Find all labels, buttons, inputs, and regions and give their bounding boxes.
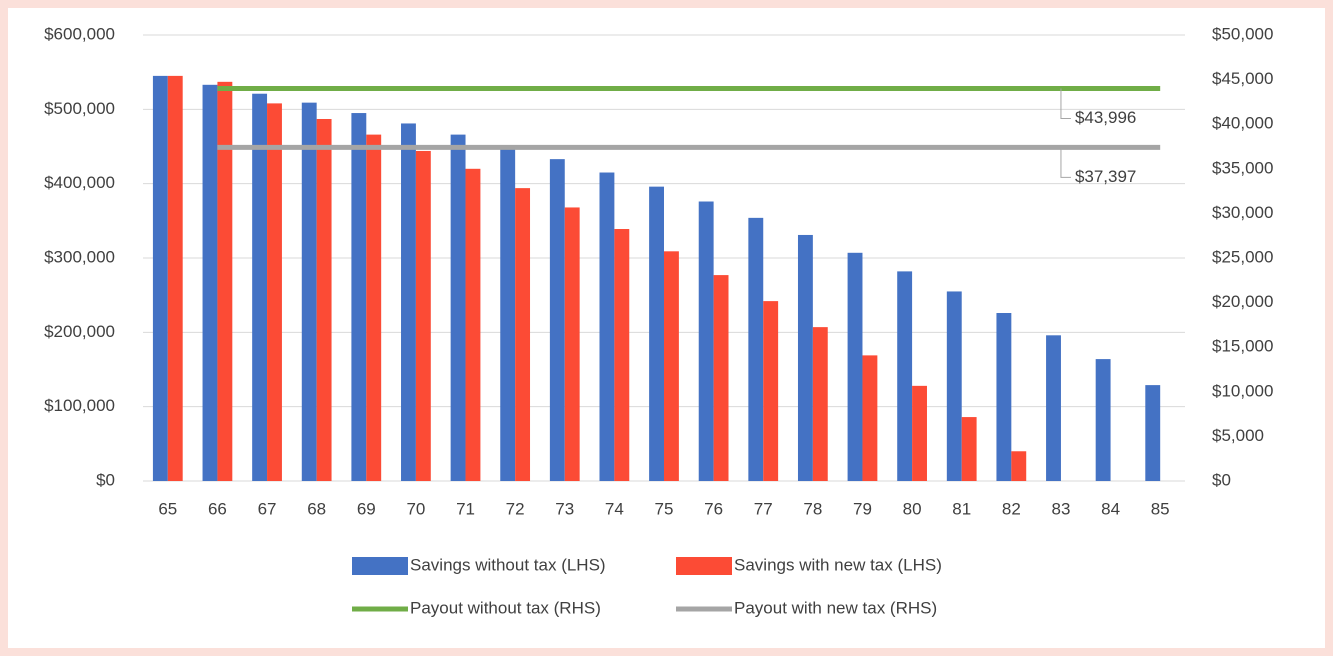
bar — [698, 201, 714, 482]
x-tick-label: 66 — [208, 499, 227, 518]
y2-tick-label: $0 — [1212, 470, 1231, 489]
bar — [599, 172, 615, 481]
bar — [564, 207, 580, 481]
x-tick-label: 69 — [357, 499, 376, 518]
x-tick-label: 82 — [1002, 499, 1021, 518]
x-tick-label: 65 — [158, 499, 177, 518]
bar — [549, 159, 565, 482]
x-tick-label: 77 — [754, 499, 773, 518]
bar — [252, 93, 268, 482]
bar — [316, 118, 332, 481]
legend-label: Payout with new tax (RHS) — [734, 598, 937, 617]
y-tick-label: $300,000 — [44, 247, 115, 266]
bar — [713, 275, 729, 481]
bar — [763, 301, 779, 481]
bar — [1095, 359, 1111, 481]
bar — [366, 134, 382, 481]
bar — [748, 217, 764, 482]
bar — [515, 188, 531, 482]
x-tick-label: 85 — [1151, 499, 1170, 518]
leader-line — [1060, 88, 1071, 120]
y2-tick-label: $40,000 — [1212, 114, 1273, 133]
bar — [465, 168, 481, 482]
x-tick-label: 71 — [456, 499, 475, 518]
bar — [996, 313, 1012, 481]
x-tick-label: 79 — [853, 499, 872, 518]
y-tick-label: $100,000 — [44, 396, 115, 415]
y2-tick-label: $15,000 — [1212, 337, 1273, 356]
leader-line — [1060, 147, 1071, 178]
y-tick-label: $0 — [96, 470, 115, 489]
y-tick-label: $500,000 — [44, 99, 115, 118]
y2-tick-label: $10,000 — [1212, 381, 1273, 400]
bar — [812, 327, 828, 481]
y2-tick-label: $50,000 — [1212, 24, 1273, 43]
bar — [797, 234, 813, 481]
x-tick-label: 80 — [903, 499, 922, 518]
bar — [500, 146, 516, 481]
y2-tick-label: $45,000 — [1212, 69, 1273, 88]
legend-label: Savings with new tax (LHS) — [734, 555, 942, 574]
x-tick-label: 67 — [258, 499, 277, 518]
x-tick-label: 74 — [605, 499, 624, 518]
bar — [301, 102, 317, 481]
y2-tick-label: $35,000 — [1212, 158, 1273, 177]
bar — [1145, 385, 1161, 481]
x-tick-label: 81 — [952, 499, 971, 518]
bar — [664, 251, 679, 481]
bar — [649, 186, 664, 481]
x-tick-label: 78 — [803, 499, 822, 518]
legend-label: Savings without tax (LHS) — [410, 555, 606, 574]
x-tick-label: 72 — [506, 499, 525, 518]
x-tick-label: 68 — [307, 499, 326, 518]
legend-label: Payout without tax (RHS) — [410, 598, 601, 617]
data-label: $43,996 — [1075, 108, 1136, 127]
bar — [267, 103, 282, 482]
bar — [897, 271, 913, 481]
y-tick-label: $600,000 — [44, 24, 115, 43]
bar — [1046, 335, 1061, 481]
y-tick-label: $200,000 — [44, 322, 115, 341]
bar — [1011, 451, 1027, 481]
y2-tick-label: $30,000 — [1212, 203, 1273, 222]
x-tick-label: 73 — [555, 499, 574, 518]
bar — [961, 417, 977, 481]
bar — [401, 123, 416, 481]
bar — [202, 84, 218, 481]
bar — [152, 75, 168, 481]
x-tick-label: 84 — [1101, 499, 1120, 518]
data-label: $37,397 — [1075, 167, 1136, 186]
bar — [912, 385, 927, 481]
bar — [450, 134, 466, 481]
bar — [847, 252, 863, 481]
x-tick-label: 75 — [655, 499, 674, 518]
bar — [862, 355, 878, 481]
bar — [217, 81, 233, 481]
x-tick-label: 70 — [406, 499, 425, 518]
bar — [415, 150, 431, 481]
bar — [167, 75, 183, 481]
bar — [614, 229, 630, 481]
y2-tick-label: $25,000 — [1212, 247, 1273, 266]
bar — [946, 291, 962, 481]
y-tick-label: $400,000 — [44, 173, 115, 192]
legend-swatch — [676, 557, 732, 575]
bar — [351, 113, 367, 482]
y2-tick-label: $20,000 — [1212, 292, 1273, 311]
legend-swatch — [352, 557, 408, 575]
y2-tick-label: $5,000 — [1212, 426, 1264, 445]
x-tick-label: 83 — [1051, 499, 1070, 518]
x-tick-label: 76 — [704, 499, 723, 518]
